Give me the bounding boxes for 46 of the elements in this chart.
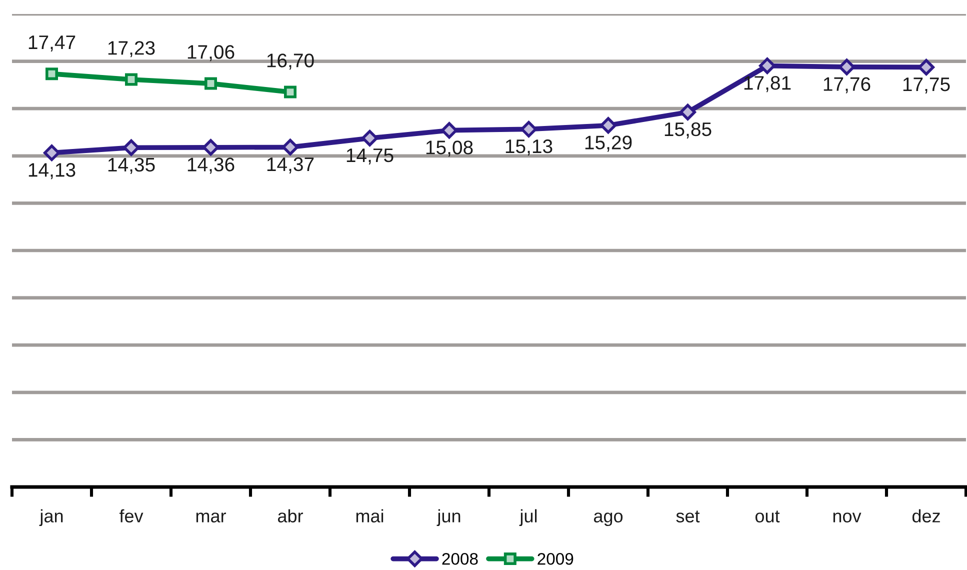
- data-label: 15,85: [664, 122, 712, 138]
- x-tick-label: jul: [519, 509, 537, 526]
- data-label: 16,70: [267, 54, 314, 70]
- point: [520, 120, 538, 138]
- data-label: 17,23: [108, 41, 155, 58]
- legend-label: 2008: [442, 552, 478, 565]
- point: [284, 86, 296, 98]
- x-tick-label: nov: [833, 512, 862, 522]
- data-label: 15,29: [585, 136, 632, 152]
- point: [600, 117, 617, 134]
- data-label: 15,08: [426, 140, 473, 157]
- data-label: 15,13: [506, 139, 552, 156]
- data-label: 17,81: [744, 76, 791, 92]
- data-label: 17,47: [28, 36, 76, 52]
- point: [679, 104, 696, 120]
- point: [125, 73, 138, 86]
- x-tick-label: jun: [436, 509, 460, 526]
- data-label: 17,75: [903, 78, 950, 94]
- data-label: 14,35: [108, 158, 155, 174]
- point: [440, 122, 458, 139]
- legend-label: 2009: [538, 552, 574, 565]
- x-tick-label: ago: [594, 512, 623, 526]
- data-label: 17,76: [824, 77, 870, 94]
- x-tick-label: dez: [912, 509, 940, 522]
- point: [918, 58, 935, 76]
- point: [361, 130, 378, 146]
- data-label: 17,06: [188, 45, 234, 62]
- data-label: 14,13: [28, 163, 76, 180]
- x-tick-label: mar: [196, 512, 226, 522]
- x-tick-label: jan: [39, 509, 63, 526]
- point: [838, 58, 856, 76]
- data-label: 14,37: [267, 157, 314, 174]
- data-label: 14,75: [346, 148, 394, 164]
- point: [758, 58, 776, 74]
- point: [122, 139, 140, 156]
- x-tick-label: fev: [119, 509, 144, 522]
- data-label: 14,36: [188, 158, 234, 174]
- point: [202, 139, 220, 156]
- x-tick-label: mai: [356, 509, 384, 522]
- x-tick-label: set: [676, 510, 700, 522]
- point: [43, 144, 60, 162]
- point: [46, 68, 58, 80]
- point: [204, 77, 217, 90]
- point: [282, 138, 299, 156]
- x-tick-label: out: [755, 510, 780, 522]
- x-tick-label: abr: [278, 509, 303, 522]
